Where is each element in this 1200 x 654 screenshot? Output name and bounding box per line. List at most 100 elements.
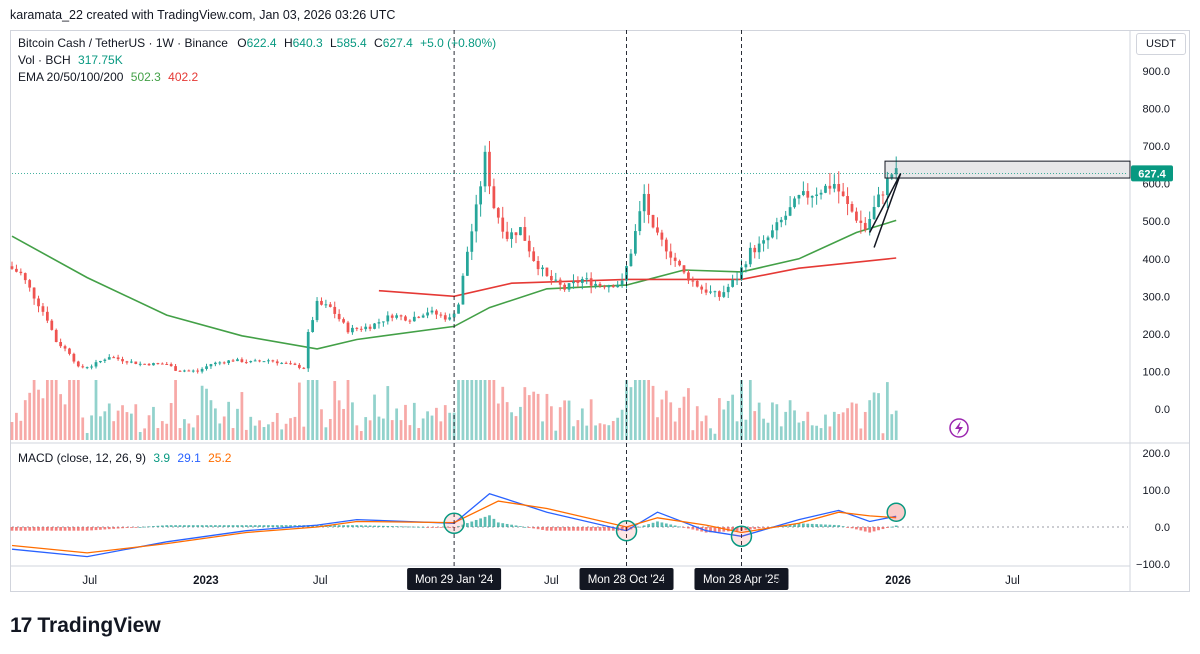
macd-histogram-bar: [262, 525, 266, 527]
volume-bar: [461, 380, 465, 440]
candle-body: [585, 278, 589, 280]
candle-body: [748, 247, 752, 265]
macd-histogram-bar: [187, 525, 191, 527]
macd-histogram-bar: [474, 519, 478, 527]
volume-bar: [107, 403, 111, 440]
candle-body: [160, 363, 164, 365]
volume-bar: [868, 400, 872, 440]
candle-body: [297, 364, 301, 368]
candle-body: [788, 207, 792, 216]
volume-bars: [10, 380, 898, 440]
volume-bar: [633, 380, 637, 440]
candle-body: [828, 185, 832, 189]
volume-bar: [346, 380, 350, 440]
macd-histogram-bar: [709, 527, 712, 533]
volume-bar: [262, 427, 266, 440]
ema-fast-line: [11, 219, 897, 350]
macd-histogram-bar: [598, 527, 602, 531]
candle-body: [103, 359, 107, 361]
macd-histogram-bar: [611, 527, 615, 531]
candlesticks: [10, 140, 898, 374]
macd-histogram-bar: [160, 525, 164, 527]
ema-slow-line: [378, 257, 897, 298]
volume-bar: [629, 387, 633, 440]
macd-histogram-bar: [642, 525, 646, 527]
volume-bar: [355, 425, 359, 440]
macd-histogram-bar: [819, 524, 823, 527]
volume-bar: [328, 418, 332, 440]
candle-body: [90, 366, 93, 368]
candle-body: [293, 363, 297, 365]
volume-bar: [863, 411, 867, 440]
volume-bar: [156, 428, 160, 440]
macd-histogram-bar: [496, 522, 500, 527]
candle-body: [147, 363, 151, 366]
macd-histogram-bar: [850, 527, 854, 529]
macd-histogram-bar: [227, 525, 231, 527]
volume-bar: [514, 416, 518, 440]
candle-body: [735, 279, 739, 281]
macd-histogram-bar: [244, 525, 248, 527]
macd-histogram-bar: [205, 525, 208, 527]
macd-histogram-bar: [885, 527, 889, 528]
macd-cross-circle: [730, 525, 753, 547]
candle-body: [541, 267, 544, 270]
candle-body: [346, 322, 350, 333]
macd-histogram-bar: [638, 526, 642, 528]
candle-body: [576, 281, 580, 283]
volume-bar: [695, 406, 699, 440]
volume-bar: [541, 421, 544, 440]
candle-body: [709, 291, 712, 293]
candle-body: [364, 326, 368, 330]
volume-bar: [178, 428, 182, 440]
candle-body: [426, 312, 429, 316]
volume-bar: [32, 380, 36, 440]
volume-bar: [19, 420, 23, 440]
currency-button[interactable]: USDT: [1136, 33, 1186, 55]
macd-histogram-bar: [103, 527, 107, 530]
high-value: 640.3: [292, 36, 323, 50]
volume-bar: [258, 420, 261, 440]
candle-body: [717, 291, 721, 297]
candle-body: [112, 357, 116, 359]
macd-histogram-bar: [333, 525, 337, 527]
macd-histogram-bar: [54, 527, 58, 531]
candle-body: [633, 231, 637, 254]
volume-bar: [147, 415, 151, 440]
date-markers: Mon 29 Jan '24 Mon 28 Oct '24 Mon 28 Apr '…: [407, 30, 906, 590]
macd-histogram-bar: [76, 527, 80, 531]
candle-body: [488, 151, 491, 187]
volume-bar: [174, 380, 177, 440]
macd-histogram-bar: [479, 518, 483, 527]
macd-histogram-bar: [651, 522, 655, 527]
candle-body: [594, 283, 597, 286]
macd-histogram-bar: [448, 527, 452, 528]
volume-bar: [576, 420, 580, 440]
open-value: 622.4: [246, 36, 277, 50]
macd-histogram-bar: [717, 527, 721, 532]
macd-histogram-bar: [28, 527, 32, 531]
macd-histogram-bar: [138, 527, 142, 528]
macd-histogram-bar: [673, 525, 677, 527]
candle-body: [664, 239, 668, 252]
macd-histogram-bar: [258, 525, 261, 527]
candle-body: [704, 289, 708, 293]
volume-bar: [532, 391, 536, 440]
candle-body: [76, 361, 80, 367]
macd-histogram-bar: [603, 527, 606, 531]
candle-body: [762, 240, 765, 244]
candle-body: [85, 367, 89, 369]
candle-body: [191, 370, 195, 372]
macd-histogram-bar: [315, 525, 319, 527]
macd-histogram-bar: [404, 526, 407, 528]
candle-body: [616, 284, 620, 288]
volume-bar: [766, 422, 770, 440]
candle-body: [461, 275, 465, 305]
volume-bar: [112, 421, 116, 440]
volume-bar: [709, 428, 712, 440]
macd-histogram-bar: [890, 526, 894, 528]
candle-body: [121, 359, 124, 362]
volume-bar: [359, 431, 363, 440]
candle-body: [660, 232, 664, 240]
